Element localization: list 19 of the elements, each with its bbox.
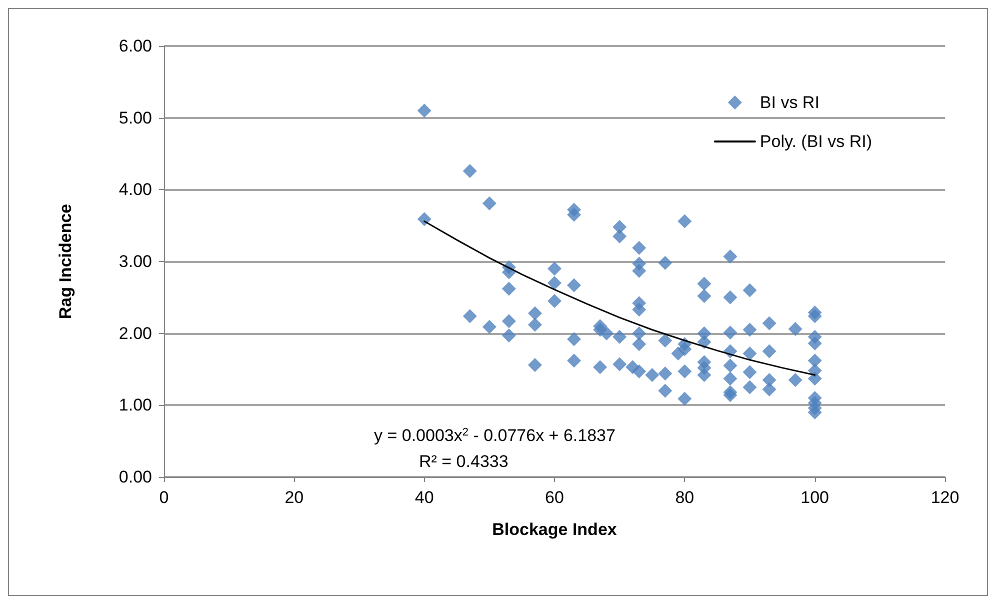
x-tick-label: 60 — [545, 488, 564, 507]
y-tick-label: 0.00 — [118, 468, 152, 486]
x-tick-label: 0 — [159, 488, 169, 507]
y-tick-label: 3.00 — [118, 252, 152, 271]
x-axis-title: Blockage Index — [492, 520, 618, 539]
x-tick-label: 20 — [284, 488, 304, 507]
x-tick-label: 40 — [414, 488, 434, 507]
y-tick-label: 1.00 — [118, 396, 152, 415]
y-tick-label: 5.00 — [118, 108, 152, 128]
legend-label: Poly. (BI vs RI) — [760, 132, 872, 151]
annotation: R² = 0.4333 — [419, 452, 508, 471]
y-axis-title: Rag Incidence — [56, 204, 75, 320]
y-tick-label: 6.00 — [118, 36, 152, 56]
y-tick-label: 4.00 — [118, 180, 152, 200]
legend-label: BI vs RI — [760, 93, 820, 112]
y-tick-label: 2.00 — [118, 324, 152, 343]
x-tick-label: 100 — [800, 488, 830, 507]
x-tick-label: 120 — [930, 488, 960, 507]
x-tick-label: 80 — [675, 488, 694, 507]
